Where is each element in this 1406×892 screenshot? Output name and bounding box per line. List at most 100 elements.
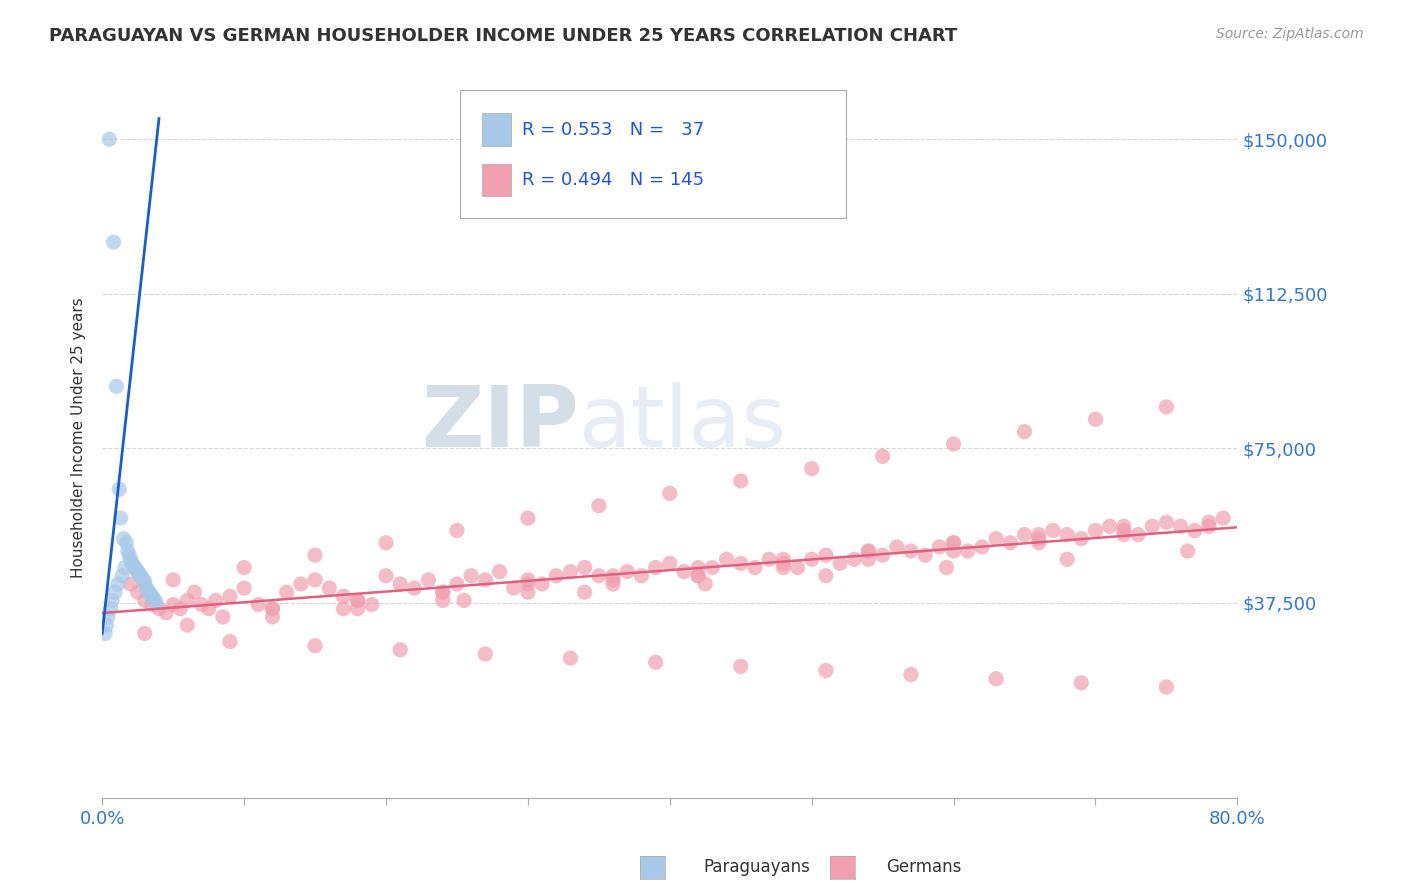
Point [418,573,440,587]
Point [942,536,965,550]
Point [531,577,554,591]
Point [108,483,131,497]
Point [644,560,666,574]
Point [162,598,184,612]
FancyBboxPatch shape [482,113,510,146]
Point [1112,524,1135,538]
Point [688,568,710,582]
Point [574,585,596,599]
Point [516,585,538,599]
Point [105,379,128,393]
Point [104,585,127,599]
Point [858,552,880,566]
Point [1142,519,1164,533]
Point [942,544,965,558]
Point [111,568,134,582]
Point [1198,519,1220,533]
Point [262,601,284,615]
Point [139,587,162,601]
Point [630,568,652,582]
Point [121,557,143,571]
Point [346,601,368,615]
Point [688,560,710,574]
Point [233,560,256,574]
Point [1177,544,1199,558]
Point [516,511,538,525]
Point [332,601,354,615]
Point [786,560,808,574]
Text: PARAGUAYAN VS GERMAN HOUSEHOLDER INCOME UNDER 25 YEARS CORRELATION CHART: PARAGUAYAN VS GERMAN HOUSEHOLDER INCOME … [49,27,957,45]
Point [672,565,695,579]
Point [453,593,475,607]
Point [155,606,177,620]
Text: atlas: atlas [579,382,787,465]
Point [197,601,219,615]
Point [1042,524,1064,538]
Point [460,568,482,582]
Text: Paraguayans: Paraguayans [703,858,810,876]
Point [432,585,454,599]
FancyBboxPatch shape [482,164,510,196]
Point [1028,536,1050,550]
Text: Source: ZipAtlas.com: Source: ZipAtlas.com [1216,27,1364,41]
Point [935,560,957,574]
Point [318,581,340,595]
Point [474,647,496,661]
Point [134,574,156,589]
Point [247,598,270,612]
Point [928,540,950,554]
Point [1156,400,1178,414]
Point [219,634,242,648]
Point [1028,532,1050,546]
Point [1056,527,1078,541]
Point [131,571,153,585]
Point [970,540,993,554]
Point [1056,552,1078,566]
Point [872,450,894,464]
Point [730,659,752,673]
Point [546,568,568,582]
Text: Germans: Germans [886,858,962,876]
Text: R = 0.494   N = 145: R = 0.494 N = 145 [522,171,704,189]
Point [914,548,936,562]
Point [115,536,138,550]
Point [124,560,146,574]
Point [101,593,124,607]
Point [1028,527,1050,541]
Point [110,511,132,525]
Point [143,593,166,607]
Point [758,552,780,566]
Point [800,552,823,566]
Point [1126,527,1149,541]
Point [516,577,538,591]
Point [1156,680,1178,694]
Point [488,565,510,579]
Point [375,568,398,582]
Point [141,598,163,612]
Point [730,474,752,488]
Point [772,560,794,574]
Point [1112,527,1135,541]
Point [942,437,965,451]
Point [432,593,454,607]
Point [122,558,145,573]
FancyBboxPatch shape [460,90,846,218]
Point [136,583,159,598]
Point [1084,412,1107,426]
Point [688,568,710,582]
Point [120,552,142,566]
Point [97,610,120,624]
Point [127,565,149,579]
Point [211,610,233,624]
Point [588,568,610,582]
Point [772,552,794,566]
Point [695,577,717,591]
Point [98,132,121,146]
Point [1198,515,1220,529]
Point [132,573,155,587]
Point [1000,536,1022,550]
Point [107,577,129,591]
Point [183,585,205,599]
Point [375,536,398,550]
Point [346,593,368,607]
